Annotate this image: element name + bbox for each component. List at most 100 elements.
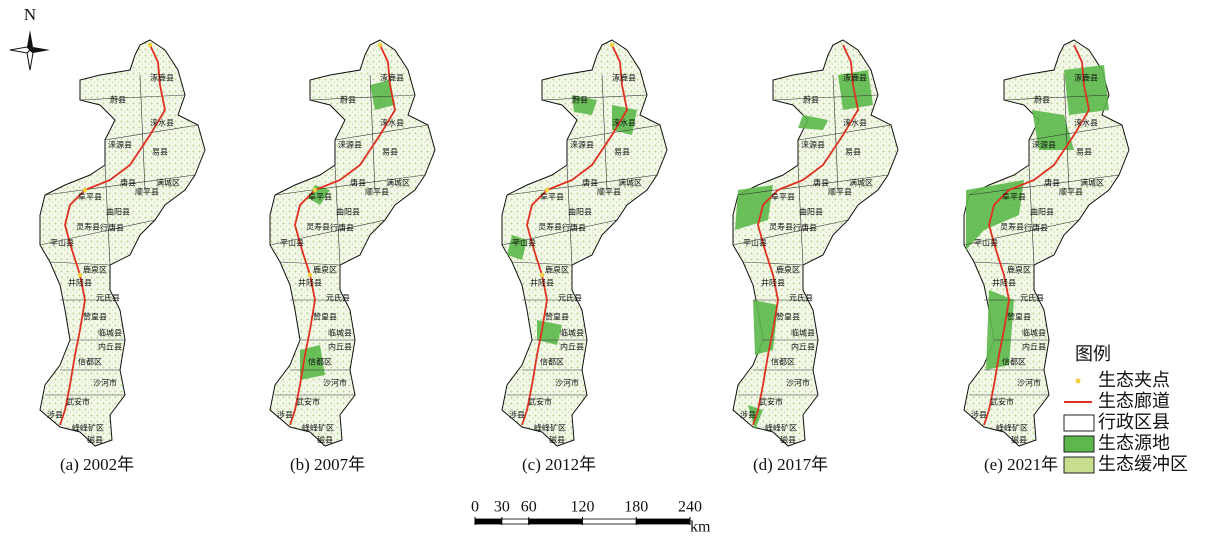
legend-label: 行政区县: [1098, 412, 1170, 433]
county-label: 涞水县: [843, 118, 867, 128]
county-label: 涿鹿县: [1074, 73, 1098, 83]
legend-label: 生态源地: [1098, 433, 1170, 454]
county-label: 蔚县: [340, 95, 356, 105]
county-label: 唐县: [350, 178, 366, 188]
county-label: 元氏县: [1020, 294, 1044, 303]
county-label: 磁县: [87, 435, 103, 445]
county-label: 涉县: [740, 410, 756, 420]
scale-label: 0: [471, 499, 479, 516]
county-label: 鹿泉区: [1007, 265, 1031, 275]
panel-caption: (a) 2002年: [60, 455, 134, 474]
county-label: 满城区: [618, 178, 642, 188]
county-label: 内丘县: [328, 342, 352, 352]
county-label: 沙河市: [323, 378, 347, 388]
county-label: 蔚县: [572, 95, 588, 105]
county-label: 涿鹿县: [380, 73, 404, 83]
county-label: 赞皇县: [83, 312, 107, 322]
scale-segment: [529, 519, 583, 524]
county-label: 涞水县: [1074, 118, 1098, 128]
county-label: 涞源县: [570, 141, 594, 150]
county-label: 赞皇县: [313, 312, 337, 322]
county-label: 行唐县: [1024, 223, 1048, 233]
legend-title: 图例: [1075, 344, 1111, 365]
county-label: 曲阳县: [568, 207, 592, 217]
county-label: 曲阳县: [799, 207, 823, 217]
county-label: 信都区: [78, 357, 102, 367]
county-label: 元氏县: [96, 294, 120, 303]
county-label: 涉县: [509, 410, 525, 420]
county-label: 磁县: [1011, 435, 1027, 445]
panel-caption: (d) 2017年: [753, 455, 828, 474]
county-label: 行唐县: [562, 223, 586, 233]
scale-segment: [502, 519, 529, 524]
county-label: 内丘县: [98, 342, 122, 352]
scale-label: 120: [571, 499, 595, 516]
county-label: 信都区: [540, 357, 564, 367]
county-label: 行唐县: [330, 223, 354, 233]
scale-label: 240: [678, 499, 702, 516]
legend-label: 生态缓冲区: [1098, 454, 1188, 475]
county-label: 唐县: [120, 178, 136, 188]
county-label: 满城区: [156, 178, 180, 188]
county-label: 易县: [614, 148, 630, 157]
county-label: 阜平县: [308, 192, 332, 202]
legend-symbol: [1064, 415, 1094, 431]
county-label: 鹿泉区: [83, 265, 107, 275]
county-label: 元氏县: [558, 294, 582, 303]
county-label: 赞皇县: [545, 312, 569, 322]
county-label: 易县: [382, 148, 398, 157]
county-label: 顺平县: [597, 188, 621, 197]
county-label: 鹿泉区: [545, 265, 569, 275]
county-label: 阜平县: [1002, 192, 1026, 202]
county-label: 涞源县: [108, 141, 132, 150]
county-label: 鹿泉区: [313, 265, 337, 275]
county-label: 阜平县: [78, 192, 102, 202]
map-panel: 涿鹿县蔚县涞水县涞源县易县唐县满城区顺平县阜平县曲阳县灵寿县行唐县平山县鹿泉区井…: [40, 40, 205, 446]
county-label: 顺平县: [135, 188, 159, 197]
county-label: 井陉县: [761, 278, 785, 288]
pinch-point: [378, 43, 382, 47]
county-label: 涿鹿县: [150, 73, 174, 83]
county-label: 曲阳县: [106, 207, 130, 217]
county-label: 峰峰矿区: [534, 423, 566, 433]
county-label: 涞源县: [1032, 141, 1056, 150]
county-label: 平山县: [280, 238, 304, 248]
map-panel: 涿鹿县蔚县涞水县涞源县易县唐县满城区顺平县阜平县曲阳县灵寿县行唐县平山县鹿泉区井…: [502, 40, 667, 446]
county-label: 满城区: [849, 178, 873, 188]
county-label: 曲阳县: [336, 207, 360, 217]
county-label: 行唐县: [793, 223, 817, 233]
county-label: 临城县: [98, 328, 122, 338]
county-label: 井陉县: [298, 278, 322, 288]
county-label: 涞水县: [612, 118, 636, 128]
county-label: 灵寿县: [769, 222, 793, 232]
county-label: 峰峰矿区: [72, 423, 104, 433]
county-label: 内丘县: [791, 342, 815, 352]
county-label: 灵寿县: [1000, 222, 1024, 232]
county-label: 峰峰矿区: [765, 423, 797, 433]
county-label: 临城县: [791, 328, 815, 338]
county-label: 平山县: [512, 238, 536, 248]
pinch-point: [540, 273, 544, 277]
county-label: 涉县: [47, 410, 63, 420]
county-label: 满城区: [386, 178, 410, 188]
county-label: 唐县: [582, 178, 598, 188]
county-label: 内丘县: [560, 342, 584, 352]
county-label: 蔚县: [110, 95, 126, 105]
county-label: 蔚县: [803, 95, 819, 105]
county-label: 顺平县: [828, 188, 852, 197]
county-label: 信都区: [771, 357, 795, 367]
map-panel: 涿鹿县蔚县涞水县涞源县易县唐县满城区顺平县阜平县曲阳县灵寿县行唐县平山县鹿泉区井…: [733, 40, 898, 446]
legend-label: 生态夹点: [1098, 370, 1170, 391]
county-label: 沙河市: [555, 378, 579, 388]
county-label: 易县: [152, 148, 168, 157]
county-label: 行唐县: [100, 223, 124, 233]
county-label: 灵寿县: [538, 222, 562, 232]
county-label: 涉县: [277, 410, 293, 420]
county-label: 磁县: [549, 435, 565, 445]
legend-symbol: [1076, 379, 1081, 384]
county-label: 赞皇县: [776, 312, 800, 322]
legend-label: 生态廊道: [1098, 391, 1170, 412]
county-label: 沙河市: [786, 378, 810, 388]
scale-segment: [636, 519, 690, 524]
county-label: 武安市: [990, 397, 1014, 407]
